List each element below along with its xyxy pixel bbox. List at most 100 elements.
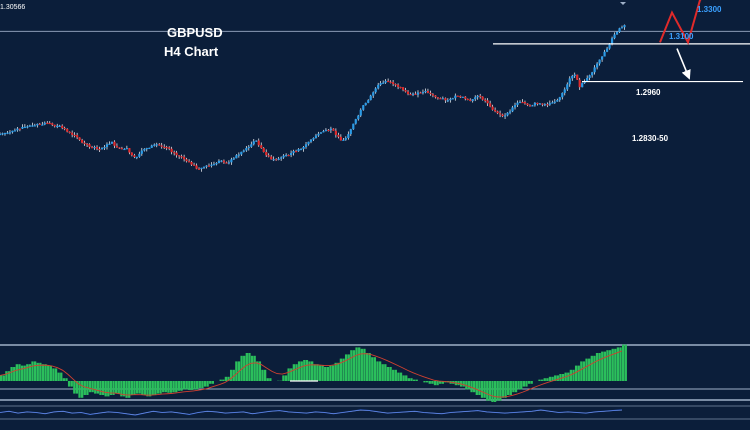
candle-body (431, 94, 435, 96)
candle-body (444, 98, 447, 101)
candle-body (598, 59, 601, 64)
candle-body (270, 156, 273, 160)
candle (170, 146, 173, 155)
macd-bar (65, 378, 68, 381)
macd-bar (363, 348, 366, 381)
macd-bar (60, 372, 63, 381)
candle (419, 91, 422, 94)
candle-body (155, 144, 158, 146)
macd-bar (603, 351, 607, 381)
candle-body (464, 96, 467, 99)
candle-body (334, 130, 337, 135)
candle-body (409, 94, 412, 96)
candle (494, 107, 497, 113)
candle (123, 148, 126, 151)
candle-body (513, 105, 517, 108)
candle-body (369, 95, 372, 101)
candle-body (591, 72, 594, 76)
macd-bar (245, 353, 248, 381)
macd-bar (57, 372, 60, 381)
candle-body (466, 98, 469, 100)
candle-body (217, 160, 221, 164)
candle-body (307, 141, 310, 145)
candle (73, 132, 76, 138)
candle (250, 141, 253, 148)
candle (217, 159, 221, 164)
candle-body (123, 148, 126, 151)
candle-body (489, 103, 492, 107)
candle-body (581, 83, 584, 88)
candle (324, 128, 328, 132)
candle (138, 151, 141, 158)
macd-bar (598, 353, 601, 381)
candle-body (48, 122, 51, 125)
candle (232, 157, 235, 160)
macd-bar (559, 374, 562, 381)
macd-bar (483, 381, 486, 398)
candle-body (71, 132, 74, 135)
candle (71, 130, 74, 138)
candle (319, 132, 323, 134)
candle-body (16, 128, 19, 131)
candle (578, 77, 581, 90)
candle-body (292, 151, 295, 154)
macd-bar (112, 381, 115, 395)
macd-bar (491, 381, 494, 402)
candle (205, 165, 208, 169)
candle (372, 91, 375, 98)
candle-body (280, 157, 283, 159)
candle-body (190, 161, 193, 165)
candle-body (382, 82, 385, 84)
candle-body (324, 129, 328, 132)
macd-bar (580, 361, 583, 381)
candle-body (185, 159, 188, 162)
candle-body (446, 100, 449, 102)
macd-bar (373, 357, 377, 381)
candle-body (521, 101, 524, 104)
macd-bar (308, 361, 311, 381)
candle (265, 149, 268, 157)
macd-bar (588, 358, 591, 381)
candle (327, 128, 330, 132)
candle-body (516, 102, 519, 106)
candle-body (349, 129, 352, 135)
candle-body (120, 148, 124, 150)
candle (581, 82, 584, 88)
candle (613, 32, 616, 40)
macd-bar (169, 381, 173, 393)
macd-bar (211, 381, 215, 384)
candle (461, 96, 464, 98)
candle-body (237, 154, 240, 156)
macd-bar (263, 369, 267, 381)
candle-body (18, 128, 22, 130)
macd-bar (365, 353, 369, 381)
candle (553, 99, 556, 104)
candle-body (13, 130, 17, 132)
candle (220, 160, 223, 163)
candle (95, 145, 99, 151)
candle-body (494, 109, 497, 112)
candle (489, 100, 492, 108)
macd-bar (488, 381, 492, 401)
candle-body (566, 84, 569, 90)
candle-body (23, 126, 26, 129)
candle (591, 71, 594, 78)
macd-bar (300, 361, 303, 381)
candle-body (362, 105, 365, 110)
candle (384, 79, 387, 84)
macd-bar (567, 372, 570, 381)
macd-bar (433, 381, 437, 386)
candle-body (85, 143, 89, 145)
candle-body (73, 134, 76, 137)
candle-body (551, 102, 554, 104)
candle (566, 82, 569, 92)
candle (451, 97, 454, 100)
macd-bar (376, 361, 379, 381)
candle-body (272, 159, 275, 161)
candle-body (583, 81, 586, 84)
candle (222, 159, 226, 164)
macd-bar (329, 365, 332, 381)
candle (280, 156, 283, 161)
candle (63, 126, 66, 131)
